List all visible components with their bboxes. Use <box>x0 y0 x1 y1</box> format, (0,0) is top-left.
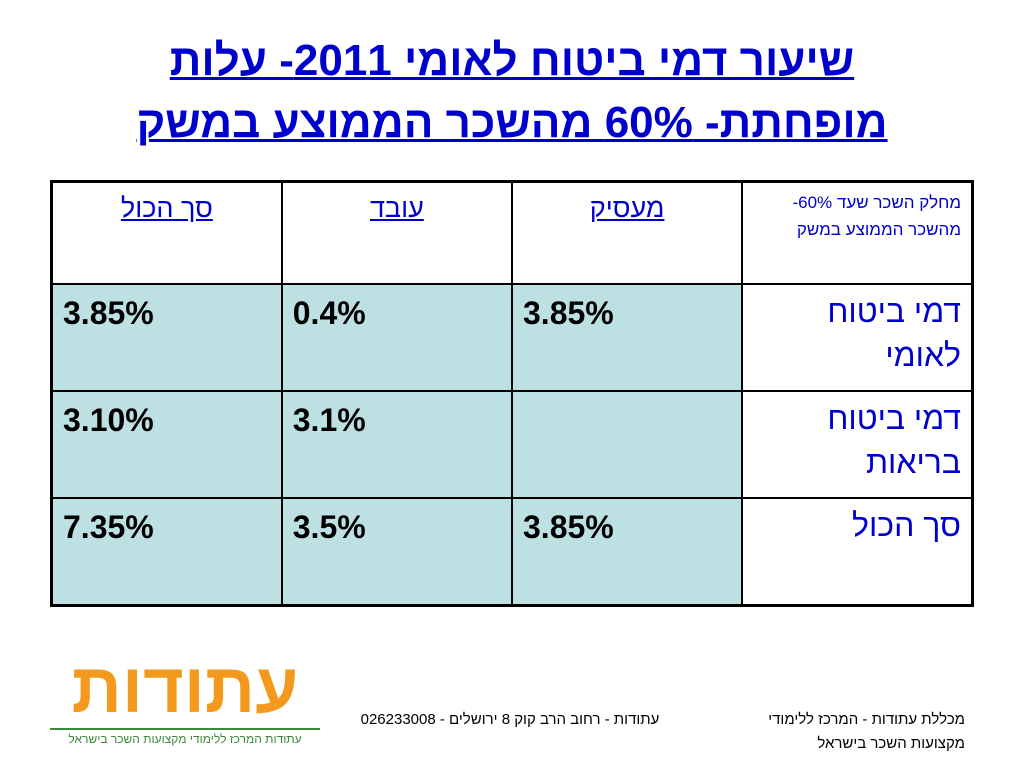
rate-cell: 3.85% <box>50 283 283 392</box>
table-body: דמי ביטוח לאומי 3.85% 0.4% 3.85% דמי ביטוח ב… <box>50 283 974 607</box>
rate-cell: 0.4% <box>280 283 514 392</box>
rate-cell: 3.85% <box>510 283 744 392</box>
title-line: שיעור דמי ביטוח לאומי 2011- עלות <box>169 36 855 85</box>
rate-cell: 3.10% <box>50 390 283 499</box>
title-line: מופחתת- 60% מהשכר הממוצע במשק <box>136 98 888 147</box>
rate-cell: 7.35% <box>50 497 283 607</box>
row-label: דמי ביטוח לאומי <box>741 283 974 392</box>
row-label: דמי ביטוח בריאות <box>741 390 974 499</box>
column-header: סך הכול <box>50 180 283 285</box>
title: שיעור דמי ביטוח לאומי 2011- עלות מופחתת-… <box>40 30 984 154</box>
table-row: דמי ביטוח לאומי 3.85% 0.4% 3.85% <box>50 283 974 392</box>
column-header: עובד <box>280 180 514 285</box>
address: עתודות - רחוב הרב קוק 8 ירושלים - 026233… <box>360 711 660 728</box>
rate-cell <box>510 390 744 499</box>
rate-cell: 3.5% <box>280 497 514 607</box>
rates-table: מחלק השכר שעד 60%- מהשכר הממוצע במשק מעס… <box>50 180 974 607</box>
rate-cell: 3.1% <box>280 390 514 499</box>
college-name: מכללת עתודות - המרכז ללימודי מקצועות השכ… <box>768 711 965 752</box>
logo-mark: עתודות <box>71 649 299 727</box>
column-header: מחלק השכר שעד 60%- מהשכר הממוצע במשק <box>741 180 974 285</box>
column-header: מעסיק <box>510 180 744 285</box>
logo-tagline: עתודות המרכז ללימודי מקצועות השכר בישראל <box>50 728 320 746</box>
row-label: סך הכול <box>741 497 974 607</box>
logo: עתודות עתודות המרכז ללימודי מקצועות השכר… <box>50 648 320 746</box>
rate-cell: 3.85% <box>510 497 744 607</box>
table-row: סך הכול 3.85% 3.5% 7.35% <box>50 497 974 607</box>
header-row: מחלק השכר שעד 60%- מהשכר הממוצע במשק מעס… <box>50 180 974 285</box>
table-row: דמי ביטוח בריאות 3.1% 3.10% <box>50 390 974 499</box>
